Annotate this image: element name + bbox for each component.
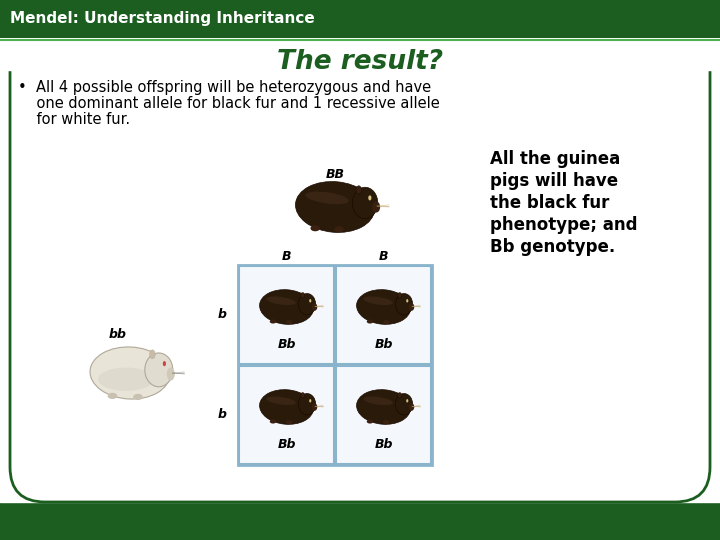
Ellipse shape <box>334 226 343 232</box>
FancyBboxPatch shape <box>239 366 334 464</box>
Ellipse shape <box>395 394 413 415</box>
Ellipse shape <box>312 403 318 411</box>
Text: the black fur: the black fur <box>490 194 609 212</box>
Ellipse shape <box>301 393 305 398</box>
Ellipse shape <box>107 393 117 399</box>
Ellipse shape <box>383 420 390 424</box>
Ellipse shape <box>356 289 410 325</box>
Ellipse shape <box>145 353 173 387</box>
FancyBboxPatch shape <box>10 22 710 502</box>
Ellipse shape <box>356 390 410 424</box>
Ellipse shape <box>366 320 373 323</box>
Bar <box>0 0 720 38</box>
Ellipse shape <box>366 420 373 423</box>
FancyBboxPatch shape <box>0 38 720 502</box>
Ellipse shape <box>312 303 318 311</box>
Text: All the guinea: All the guinea <box>490 150 620 168</box>
Text: one dominant allele for black fur and 1 recessive allele: one dominant allele for black fur and 1 … <box>18 96 440 111</box>
Text: The result?: The result? <box>277 49 443 75</box>
Ellipse shape <box>167 368 175 381</box>
Text: Bb: Bb <box>277 438 296 451</box>
Ellipse shape <box>90 347 170 399</box>
Ellipse shape <box>356 186 361 194</box>
Ellipse shape <box>150 350 156 359</box>
Ellipse shape <box>309 399 311 402</box>
Text: for white fur.: for white fur. <box>18 112 130 127</box>
Ellipse shape <box>352 187 378 219</box>
FancyBboxPatch shape <box>239 266 334 364</box>
Ellipse shape <box>260 390 313 424</box>
Ellipse shape <box>409 303 414 311</box>
Text: BB: BB <box>325 168 344 181</box>
Text: B: B <box>379 251 388 264</box>
Ellipse shape <box>383 320 390 324</box>
Ellipse shape <box>133 394 143 400</box>
Text: phenotype; and: phenotype; and <box>490 216 637 234</box>
FancyBboxPatch shape <box>336 266 431 364</box>
Ellipse shape <box>286 320 292 324</box>
Ellipse shape <box>298 394 315 415</box>
Ellipse shape <box>406 399 408 402</box>
Ellipse shape <box>368 195 372 200</box>
Ellipse shape <box>301 293 305 298</box>
Text: B: B <box>282 251 292 264</box>
Text: Bb: Bb <box>277 338 296 351</box>
Ellipse shape <box>260 289 313 325</box>
Ellipse shape <box>398 293 402 298</box>
Text: Bb genotype.: Bb genotype. <box>490 238 616 256</box>
Ellipse shape <box>163 361 166 366</box>
Ellipse shape <box>270 420 276 423</box>
Text: bb: bb <box>109 328 127 341</box>
Ellipse shape <box>266 396 296 405</box>
FancyBboxPatch shape <box>336 366 431 464</box>
Ellipse shape <box>295 181 374 232</box>
Ellipse shape <box>364 296 393 305</box>
Ellipse shape <box>305 192 348 204</box>
Ellipse shape <box>409 403 414 411</box>
Ellipse shape <box>364 396 393 405</box>
Ellipse shape <box>309 299 311 302</box>
Text: •  All 4 possible offspring will be heterozygous and have: • All 4 possible offspring will be heter… <box>18 80 431 95</box>
Ellipse shape <box>372 201 380 213</box>
Ellipse shape <box>270 320 276 323</box>
Ellipse shape <box>398 393 402 398</box>
Ellipse shape <box>395 294 413 315</box>
Ellipse shape <box>298 294 315 315</box>
Ellipse shape <box>406 299 408 302</box>
Text: b: b <box>217 408 227 422</box>
FancyBboxPatch shape <box>238 265 432 465</box>
Ellipse shape <box>98 368 154 391</box>
Text: b: b <box>217 308 227 321</box>
Text: Bb: Bb <box>374 338 392 351</box>
Ellipse shape <box>266 296 296 305</box>
Ellipse shape <box>310 225 320 231</box>
Text: Bb: Bb <box>374 438 392 451</box>
Ellipse shape <box>286 420 292 424</box>
Text: Mendel: Understanding Inheritance: Mendel: Understanding Inheritance <box>10 11 315 26</box>
Text: pigs will have: pigs will have <box>490 172 618 190</box>
